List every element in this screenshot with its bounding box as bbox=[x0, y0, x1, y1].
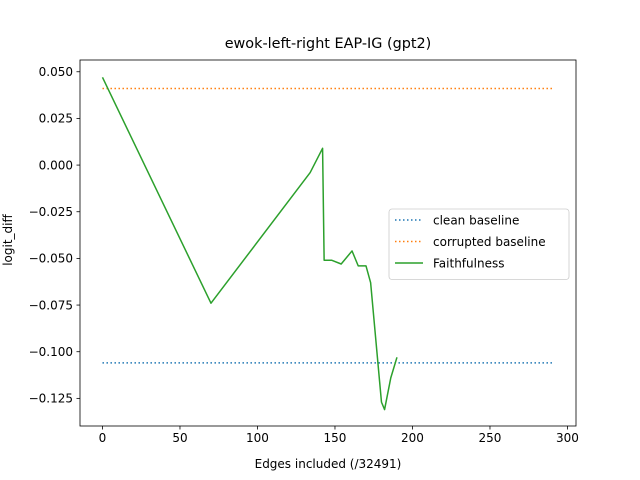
legend: clean baseline corrupted baseline Faithful… bbox=[388, 208, 570, 280]
x-tick-label: 250 bbox=[479, 431, 502, 445]
y-axis-label: logit_diff bbox=[1, 213, 15, 265]
y-tick-label: −0.100 bbox=[29, 345, 73, 359]
x-tick-label: 200 bbox=[401, 431, 424, 445]
legend-box bbox=[388, 208, 570, 280]
y-tick-label: −0.075 bbox=[29, 298, 73, 312]
y-tick-label: −0.025 bbox=[29, 205, 73, 219]
plot-area: 0 50 100 150 200 250 300 −0.125 −0.100 −0.075 −0.0… bbox=[29, 59, 579, 445]
y-tick-label: 0.050 bbox=[39, 65, 73, 79]
x-tick-label: 50 bbox=[172, 431, 187, 445]
legend-label: clean baseline bbox=[433, 213, 519, 227]
x-tick-label: 0 bbox=[99, 431, 107, 445]
y-tick-label: 0.025 bbox=[39, 112, 73, 126]
x-tick-label: 300 bbox=[556, 431, 579, 445]
x-tick-label: 150 bbox=[324, 431, 347, 445]
legend-label: corrupted baseline bbox=[433, 235, 546, 249]
x-tick-label: 100 bbox=[246, 431, 269, 445]
axes-frame bbox=[79, 59, 577, 427]
y-tick-label: −0.050 bbox=[29, 252, 73, 266]
y-tick-label: 0.000 bbox=[39, 158, 73, 172]
faithfulness-line bbox=[101, 77, 398, 411]
x-axis-label: Edges included (/32491) bbox=[255, 457, 402, 471]
legend-label: Faithfulness bbox=[433, 256, 504, 270]
y-tick-label: −0.125 bbox=[29, 392, 73, 406]
chart-title: ewok-left-right EAP-IG (gpt2) bbox=[225, 36, 432, 52]
